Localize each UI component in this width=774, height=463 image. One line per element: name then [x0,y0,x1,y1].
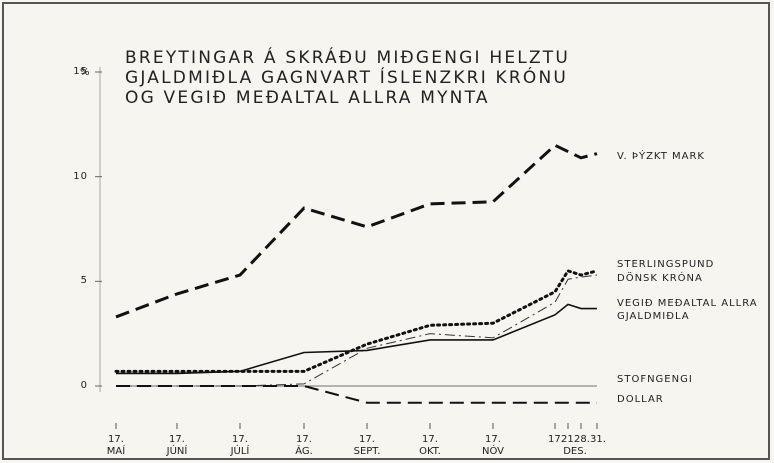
y-tick-label: 5 [80,275,88,287]
x-tick-label: 17. JÚNÍ [166,434,188,457]
x-annotation: DES. [563,446,587,457]
title-line: OG VEGIÐ MEÐALTAL ALLRA MYNTA [125,88,490,108]
title-line: BREYTINGAR Á SKRÁÐU MIÐGENGI HELZTU [125,48,571,68]
y-tick-label: 15 [73,66,88,77]
series-label: STOFNGENGI [617,374,693,385]
x-tick-label: 17. JÚLÍ [230,434,250,457]
x-tick-label: 17. SEPT. [353,434,381,457]
series-label: DÖNSK KRÓNA [617,273,703,284]
x-tick-label: 17. MAÍ [106,434,126,457]
x-tick-label: 28. [574,434,590,445]
line [114,269,599,373]
y-unit: % [80,67,91,78]
y-tick-label: 0 [80,380,88,391]
chart-title: BREYTINGAR Á SKRÁÐU MIÐGENGI HELZTU GJALD… [125,48,570,108]
line [116,385,597,404]
line [115,143,598,319]
x-tick-label: 17. OKT. [419,434,441,457]
series-label: V. ÞÝZKT MARK [617,151,705,162]
series-label: VEGIÐ MEÐALTAL ALLRA GJALDMIÐLA [617,298,758,322]
x-tick-label: 17. [548,434,564,445]
y-tick-label: 10 [73,170,88,182]
x-tick-label: 21. [561,434,577,445]
series-label: STERLINGSPUND [617,259,715,270]
series-label: DOLLAR [617,394,664,405]
line [116,303,597,375]
x-tick-label: 31. [590,434,606,445]
x-tick-label: 17. NÓV [481,434,505,457]
title-line: GJALDMIÐLA GAGNVART ÍSLENZKRI KRÓNU [125,68,569,88]
x-tick-label: 17. ÁG. [295,434,313,457]
